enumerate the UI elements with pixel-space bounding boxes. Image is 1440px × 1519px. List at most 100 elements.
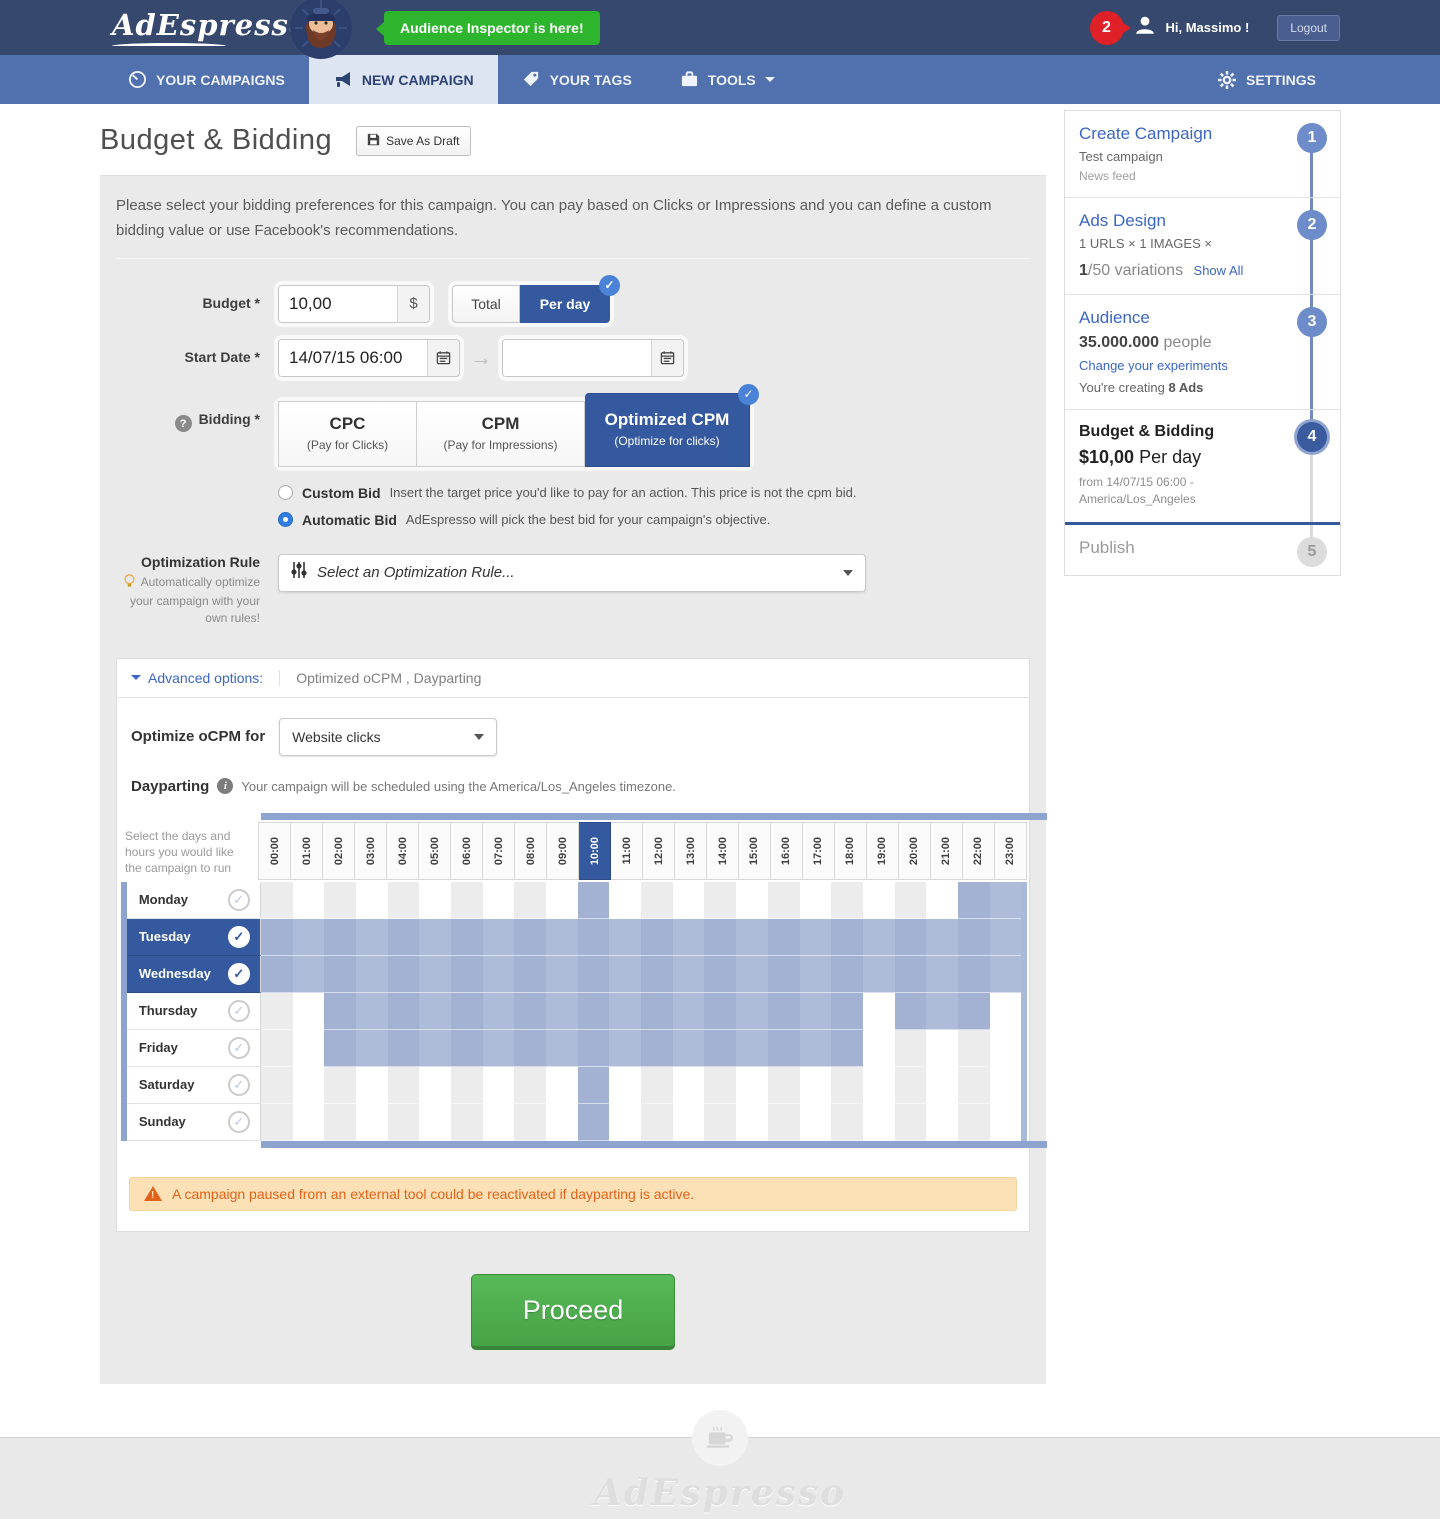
slot-tuesday-00:00[interactable] bbox=[260, 918, 293, 956]
slot-friday-18:00[interactable] bbox=[831, 1029, 863, 1067]
slot-saturday-05:00[interactable] bbox=[419, 1066, 451, 1104]
slot-saturday-08:00[interactable] bbox=[514, 1066, 547, 1104]
slot-monday-09:00[interactable] bbox=[546, 881, 578, 919]
slot-friday-03:00[interactable] bbox=[355, 1029, 388, 1067]
save-as-draft-button[interactable]: Save As Draft bbox=[356, 125, 471, 156]
slot-sunday-01:00[interactable] bbox=[292, 1103, 325, 1141]
slot-monday-08:00[interactable] bbox=[514, 881, 547, 919]
day-toggle-sunday[interactable]: Sunday ✓ bbox=[126, 1103, 261, 1141]
slot-monday-04:00[interactable] bbox=[387, 881, 420, 919]
show-all-link[interactable]: Show All bbox=[1193, 263, 1244, 278]
app-logo[interactable]: AdEspresso bbox=[112, 8, 309, 46]
slot-monday-07:00[interactable] bbox=[482, 881, 515, 919]
hour-header-10:00[interactable]: 10:00 bbox=[579, 821, 612, 880]
proceed-button[interactable]: Proceed bbox=[471, 1273, 675, 1350]
optimization-rule-dropdown[interactable]: Select an Optimization Rule... bbox=[278, 553, 866, 592]
slot-sunday-13:00[interactable] bbox=[672, 1103, 705, 1141]
slot-friday-13:00[interactable] bbox=[672, 1029, 705, 1067]
calendar-icon[interactable] bbox=[651, 339, 683, 376]
slot-tuesday-18:00[interactable] bbox=[831, 918, 863, 956]
slot-friday-15:00[interactable] bbox=[736, 1029, 768, 1067]
slot-thursday-22:00[interactable] bbox=[957, 992, 990, 1030]
bidding-option-cpm[interactable]: CPM (Pay for Impressions) bbox=[417, 400, 585, 467]
hour-header-08:00[interactable]: 08:00 bbox=[515, 821, 548, 880]
slot-thursday-02:00[interactable] bbox=[324, 992, 356, 1030]
slot-wednesday-19:00[interactable] bbox=[862, 955, 895, 993]
slot-saturday-07:00[interactable] bbox=[482, 1066, 515, 1104]
slot-wednesday-09:00[interactable] bbox=[546, 955, 578, 993]
slot-tuesday-14:00[interactable] bbox=[704, 918, 737, 956]
slot-friday-02:00[interactable] bbox=[324, 1029, 356, 1067]
slot-wednesday-06:00[interactable] bbox=[450, 955, 483, 993]
hour-header-05:00[interactable]: 05:00 bbox=[419, 821, 452, 880]
slot-monday-05:00[interactable] bbox=[419, 881, 451, 919]
slot-thursday-21:00[interactable] bbox=[926, 992, 958, 1030]
logout-button[interactable]: Logout bbox=[1277, 14, 1340, 41]
slot-sunday-02:00[interactable] bbox=[324, 1103, 356, 1141]
slot-wednesday-20:00[interactable] bbox=[894, 955, 927, 993]
info-icon[interactable]: i bbox=[217, 778, 234, 795]
nav-settings[interactable]: SETTINGS bbox=[1193, 55, 1340, 104]
step-title[interactable]: Ads Design bbox=[1079, 211, 1166, 230]
hour-header-16:00[interactable]: 16:00 bbox=[770, 821, 803, 880]
slot-saturday-21:00[interactable] bbox=[926, 1066, 958, 1104]
slot-monday-06:00[interactable] bbox=[450, 881, 483, 919]
hour-header-22:00[interactable]: 22:00 bbox=[962, 821, 995, 880]
slot-tuesday-10:00[interactable] bbox=[577, 918, 610, 956]
hour-header-14:00[interactable]: 14:00 bbox=[707, 821, 739, 880]
slot-thursday-10:00[interactable] bbox=[577, 992, 610, 1030]
slot-tuesday-13:00[interactable] bbox=[672, 918, 705, 956]
step-title[interactable]: Budget & Bidding bbox=[1079, 423, 1215, 440]
slot-tuesday-09:00[interactable] bbox=[546, 918, 578, 956]
slot-saturday-02:00[interactable] bbox=[324, 1066, 356, 1104]
slot-monday-01:00[interactable] bbox=[292, 881, 325, 919]
slot-friday-14:00[interactable] bbox=[704, 1029, 737, 1067]
hour-header-01:00[interactable]: 01:00 bbox=[291, 821, 324, 880]
slot-thursday-20:00[interactable] bbox=[894, 992, 927, 1030]
slot-monday-21:00[interactable] bbox=[926, 881, 958, 919]
nav-your-campaigns[interactable]: YOUR CAMPAIGNS bbox=[104, 55, 309, 104]
nav-new-campaign[interactable]: NEW CAMPAIGN bbox=[308, 55, 498, 104]
slot-wednesday-11:00[interactable] bbox=[609, 955, 642, 993]
slot-saturday-13:00[interactable] bbox=[672, 1066, 705, 1104]
user-icon[interactable] bbox=[1134, 14, 1156, 41]
hour-header-11:00[interactable]: 11:00 bbox=[611, 821, 644, 880]
hour-header-04:00[interactable]: 04:00 bbox=[387, 821, 420, 880]
slot-sunday-23:00[interactable] bbox=[989, 1103, 1022, 1141]
slot-monday-11:00[interactable] bbox=[609, 881, 642, 919]
slot-sunday-19:00[interactable] bbox=[862, 1103, 895, 1141]
slot-tuesday-23:00[interactable] bbox=[989, 918, 1022, 956]
hour-header-13:00[interactable]: 13:00 bbox=[675, 821, 708, 880]
optimize-ocpm-dropdown[interactable]: Website clicks bbox=[279, 717, 498, 756]
slot-wednesday-18:00[interactable] bbox=[831, 955, 863, 993]
change-experiments-link[interactable]: Change your experiments bbox=[1079, 358, 1228, 373]
slot-friday-08:00[interactable] bbox=[514, 1029, 547, 1067]
slot-saturday-09:00[interactable] bbox=[546, 1066, 578, 1104]
slot-wednesday-01:00[interactable] bbox=[292, 955, 325, 993]
slot-tuesday-04:00[interactable] bbox=[387, 918, 420, 956]
hour-header-06:00[interactable]: 06:00 bbox=[451, 821, 484, 880]
slot-friday-22:00[interactable] bbox=[957, 1029, 990, 1067]
slot-sunday-03:00[interactable] bbox=[355, 1103, 388, 1141]
slot-friday-23:00[interactable] bbox=[989, 1029, 1022, 1067]
slot-monday-00:00[interactable] bbox=[260, 881, 293, 919]
slot-wednesday-07:00[interactable] bbox=[482, 955, 515, 993]
slot-sunday-09:00[interactable] bbox=[546, 1103, 578, 1141]
slot-sunday-12:00[interactable] bbox=[641, 1103, 673, 1141]
slot-tuesday-02:00[interactable] bbox=[324, 918, 356, 956]
slot-wednesday-00:00[interactable] bbox=[260, 955, 293, 993]
slot-thursday-06:00[interactable] bbox=[450, 992, 483, 1030]
announcement-badge[interactable]: Audience Inspector is here! bbox=[376, 11, 600, 45]
slot-tuesday-11:00[interactable] bbox=[609, 918, 642, 956]
slot-saturday-11:00[interactable] bbox=[609, 1066, 642, 1104]
slot-sunday-17:00[interactable] bbox=[799, 1103, 832, 1141]
slot-thursday-14:00[interactable] bbox=[704, 992, 737, 1030]
slot-thursday-07:00[interactable] bbox=[482, 992, 515, 1030]
select-all-bottom-strip[interactable] bbox=[261, 1140, 1047, 1148]
slot-friday-16:00[interactable] bbox=[767, 1029, 800, 1067]
slot-saturday-22:00[interactable] bbox=[957, 1066, 990, 1104]
slot-sunday-00:00[interactable] bbox=[260, 1103, 293, 1141]
slot-monday-12:00[interactable] bbox=[641, 881, 673, 919]
slot-saturday-06:00[interactable] bbox=[450, 1066, 483, 1104]
slot-thursday-08:00[interactable] bbox=[514, 992, 547, 1030]
